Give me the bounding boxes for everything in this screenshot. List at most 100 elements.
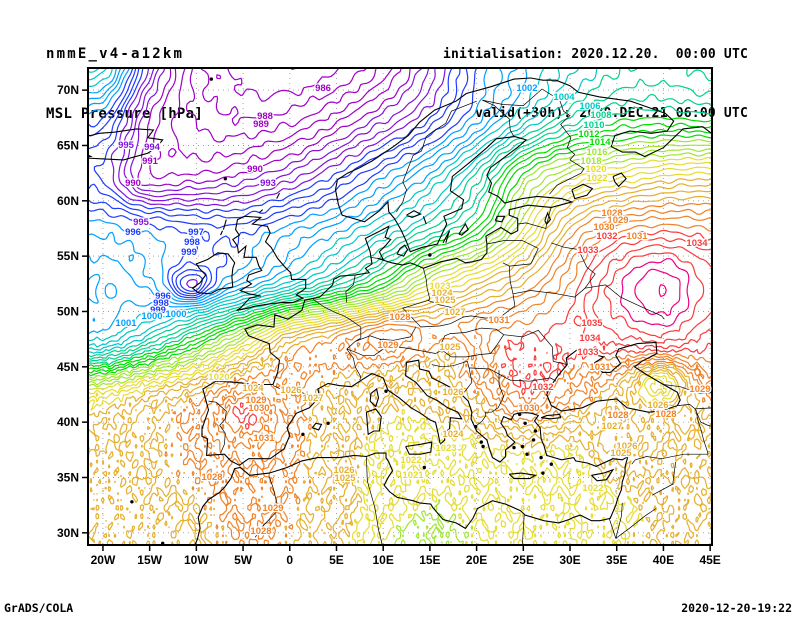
contour-label: 1028	[389, 312, 410, 323]
isobar-996	[93, 68, 453, 292]
contour-label: 1025	[610, 448, 632, 459]
contour-label: 1029	[607, 215, 628, 226]
model-name: nmmE_v4-a12km	[46, 46, 185, 62]
contour-label: 1030	[518, 403, 539, 414]
small-island	[517, 412, 522, 417]
contour-label: 994	[144, 142, 161, 153]
isobar-1028	[158, 202, 712, 545]
contour-label: 1034	[579, 333, 601, 344]
isobar-1037	[634, 268, 681, 317]
contour-label: 1030	[248, 403, 269, 414]
isobar-995	[110, 68, 446, 289]
contour-label: 1031	[253, 433, 275, 444]
x-tick-label: 10E	[373, 553, 394, 567]
isobar-1006	[88, 68, 580, 351]
y-tick-label: 70N	[57, 83, 79, 97]
small-island	[520, 444, 525, 449]
x-tick-label: 15W	[137, 553, 162, 567]
contour-label: 1022	[582, 483, 603, 494]
isobar-999	[88, 68, 478, 299]
y-tick-label: 65N	[57, 138, 79, 152]
contour-label: 1032	[596, 231, 617, 242]
isobar-1014	[88, 128, 712, 374]
y-tick-label: 45N	[57, 360, 79, 374]
small-island	[539, 455, 543, 460]
small-island	[549, 462, 553, 466]
isobar-1038	[658, 284, 667, 297]
contour-label: 1008	[590, 110, 611, 121]
contour-label: 1000	[141, 311, 162, 322]
contour-label: 1025	[334, 473, 356, 484]
contour-label: 1010	[583, 120, 604, 131]
contour-label: 1026	[442, 387, 463, 398]
small-island	[531, 438, 536, 442]
small-island	[479, 440, 483, 444]
small-island	[481, 444, 485, 449]
contour-label: 1016	[586, 147, 607, 158]
contour-label: 1000	[165, 309, 186, 320]
isobar-1005	[88, 68, 560, 348]
small-island	[223, 177, 228, 181]
isobar-1022	[88, 166, 712, 545]
contour-label: 1029	[245, 395, 266, 406]
y-tick-label: 55N	[57, 249, 79, 263]
contour-label: 1028	[601, 208, 622, 219]
isobar-1012	[88, 116, 712, 368]
contour-label: 1029	[377, 340, 398, 351]
small-island	[209, 77, 214, 81]
contour-label: 1023	[429, 281, 450, 292]
contour-label: 1034	[686, 238, 708, 249]
isobar-986	[216, 68, 340, 102]
contour-label: 1022	[400, 455, 421, 466]
isobar-988	[185, 68, 377, 143]
isobar-1036	[620, 258, 690, 327]
isobar-1034	[592, 244, 712, 344]
isobar-1033	[519, 237, 712, 376]
isobar-1035	[603, 252, 705, 339]
contour-label: 1024	[431, 288, 453, 299]
contour-label: 1018	[580, 156, 601, 167]
y-axis-labels: 70N 65N 60N 55N 50N 45N 40N 35N 30N	[57, 83, 79, 540]
isobar-1023	[88, 171, 712, 545]
contour-label: 1014	[589, 137, 611, 148]
small-island	[384, 389, 388, 393]
contour-label: 1001	[115, 318, 137, 329]
isobar-1001	[88, 68, 503, 303]
chart-title-block: nmmE_v4-a12km MSL Pressure [hPa]	[46, 5, 203, 163]
isobar-1018	[88, 148, 712, 545]
contour-label: 1021	[402, 470, 424, 481]
contour-label: 1032	[532, 382, 553, 393]
contour-label: 1028	[250, 526, 271, 537]
contour-label: 1028	[607, 410, 628, 421]
y-tick-label: 40N	[57, 415, 79, 429]
coastlines	[88, 77, 712, 545]
contour-label: 1031	[626, 231, 648, 242]
contour-label: 1029	[262, 503, 283, 514]
creation-timestamp: 2020-12-20-19:22	[681, 601, 792, 615]
isobar-1004	[88, 68, 545, 342]
y-tick-label: 50N	[57, 304, 79, 318]
contour-label: 991	[142, 156, 159, 167]
isobar-1025	[88, 183, 712, 545]
isobar-1002	[88, 68, 519, 322]
contour-label: 998	[184, 237, 200, 248]
contour-label: 1022	[586, 173, 607, 184]
x-tick-label: 5W	[234, 553, 253, 567]
x-tick-label: 15E	[419, 553, 440, 567]
contour-label: 1024	[242, 383, 264, 394]
isobar-989	[168, 68, 394, 163]
x-tick-label: 40E	[653, 553, 674, 567]
isobar-1021	[88, 161, 712, 545]
isobar-1000	[88, 68, 488, 301]
isobar-992	[130, 68, 423, 193]
contour-label: 1023	[435, 443, 456, 454]
contour-label: 996	[155, 291, 171, 302]
isobar-1008	[88, 68, 712, 358]
x-tick-label: 35E	[606, 553, 627, 567]
isobar-1031	[216, 223, 712, 439]
contour-label: 1031	[488, 315, 510, 326]
small-island	[130, 500, 134, 504]
contour-label: 989	[253, 119, 269, 130]
contour-label: 1027	[601, 421, 622, 432]
